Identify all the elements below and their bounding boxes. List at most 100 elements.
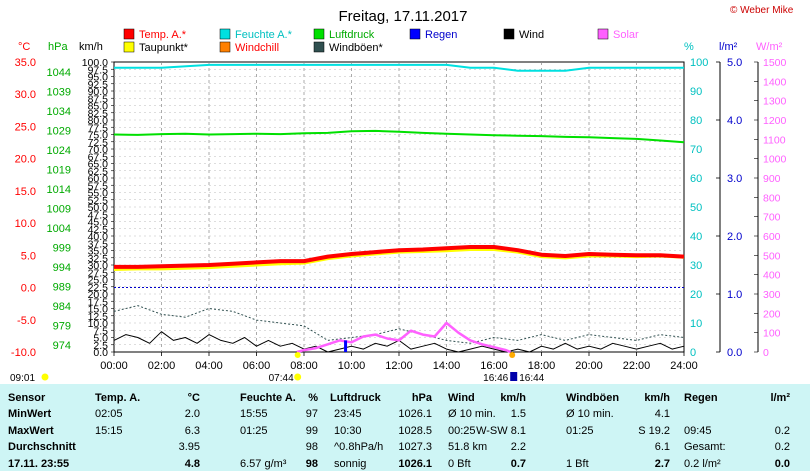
table-cell: 1.5 xyxy=(510,408,526,420)
table-row-label: Durchschnitt xyxy=(8,441,76,453)
time-tick-label: 14:00 xyxy=(433,360,461,372)
wind-tick-label: 70.0 xyxy=(88,144,109,156)
solar-tick-label: 1100 xyxy=(763,134,786,146)
solar-tick-label: 0 xyxy=(763,347,769,359)
table-cell: 01:25 xyxy=(240,424,268,437)
table-header: Regen xyxy=(684,392,718,404)
table-header: °C xyxy=(187,392,200,404)
table-cell: 1 Bft xyxy=(566,457,589,470)
table-cell: 6.1 xyxy=(654,441,670,453)
table-cell: 0.0 xyxy=(774,457,790,470)
pressure-tick-label: 979 xyxy=(53,321,71,333)
wind-tick-label: 2.5 xyxy=(93,340,108,352)
table-cell: 6.57 g/m³ xyxy=(240,457,287,470)
humidity-tick-label: 70 xyxy=(690,144,702,156)
wind-tick-label: 72.5 xyxy=(88,137,109,149)
wind-tick-label: 20.0 xyxy=(88,289,109,301)
rain-tick-label: 4.0 xyxy=(727,115,742,127)
solar-tick-label: 1400 xyxy=(763,76,787,88)
sun-icon xyxy=(294,373,302,381)
table-header: Feuchte A. xyxy=(240,392,296,404)
table-cell: 1026.1 xyxy=(398,457,432,470)
sunrise-marker xyxy=(294,352,301,358)
sunset-icon xyxy=(510,372,518,381)
wind-tick-label: 15.0 xyxy=(88,304,109,316)
table-cell: 4.8 xyxy=(184,457,200,470)
rain-tick-label: 3.0 xyxy=(727,173,742,185)
table-header: Luftdruck xyxy=(330,392,381,404)
humidity-tick-label: 20 xyxy=(690,289,702,301)
table-cell: 99 xyxy=(305,424,318,437)
pressure-tick-label: 1034 xyxy=(47,106,71,118)
pressure-tick-label: 1009 xyxy=(47,204,71,216)
table-cell: Gesamt: xyxy=(684,441,726,453)
temp-tick-label: 35.0 xyxy=(15,57,36,69)
stats-table: Sensor Temp. A. °C Feuchte A.% Luftdruck hPa W… xyxy=(0,384,810,471)
wind-tick-label: 97.5 xyxy=(88,64,109,76)
solar-tick-label: 100 xyxy=(763,328,781,340)
solar-line xyxy=(296,321,512,354)
table-cell: 97 xyxy=(305,408,318,420)
table-cell: sonnig xyxy=(334,457,367,470)
table-header: km/h xyxy=(644,392,670,404)
temp-tick-label: 0.0 xyxy=(21,283,36,295)
wind-tick-label: 65.0 xyxy=(88,159,109,171)
wind-tick-label: 5.0 xyxy=(93,333,108,345)
humidity-tick-label: 0 xyxy=(690,347,696,359)
wind-tick-label: 27.5 xyxy=(88,267,109,279)
wind-unit-label: km/h xyxy=(79,41,103,53)
table-header: Wind xyxy=(448,392,475,404)
table-cell: 4.1 xyxy=(654,408,670,420)
credit-text: © Weber Mike xyxy=(730,5,794,16)
table-cell: 02:05 xyxy=(95,408,123,420)
pressure-tick-label: 1019 xyxy=(47,165,71,177)
wind-tick-label: 90.0 xyxy=(88,86,109,98)
table-header: l/m² xyxy=(770,392,790,404)
humidity-tick-label: 60 xyxy=(690,173,702,185)
time-tick-label: 24:00 xyxy=(670,360,698,372)
legend-label: Windböen* xyxy=(329,42,384,54)
table-cell: 0 Bft xyxy=(448,457,471,470)
wind-tick-label: 0.0 xyxy=(93,347,108,359)
wind-tick-label: 77.5 xyxy=(88,122,109,134)
table-header: Sensor xyxy=(8,392,46,404)
legend-swatch xyxy=(219,28,231,40)
axis-ticks: 35.0 30.0 25.0 20.0 15.0 10.0 5.0 0.0 -5.0 -10.0 1… xyxy=(11,57,787,372)
table-cell: 2.7 xyxy=(654,457,670,470)
rain-unit-label: l/m² xyxy=(719,41,738,53)
wind-tick-label: 47.5 xyxy=(88,209,109,221)
time-tick-label: 20:00 xyxy=(575,360,603,372)
wind-tick-label: 75.0 xyxy=(88,130,109,142)
solar-tick-label: 1200 xyxy=(763,115,787,127)
wind-tick-label: 50.0 xyxy=(88,202,109,214)
table-cell: 98 xyxy=(305,441,318,453)
series-layer xyxy=(113,63,685,354)
time-tick-label: 22:00 xyxy=(623,360,651,372)
humidity-tick-label: 100 xyxy=(690,57,708,69)
legend-swatch xyxy=(313,28,325,40)
table-cell: 0.7 xyxy=(510,457,526,470)
table-cell: 10:30 xyxy=(334,424,362,437)
temp-tick-label: 5.0 xyxy=(21,250,36,262)
solar-tick-label: 300 xyxy=(763,289,781,301)
legend-swatch xyxy=(219,41,231,53)
table-row-label: 17.11. 23:55 xyxy=(8,457,70,470)
legend: Temp. A.* Feuchte A.* Luftdruck Regen Wind So… xyxy=(123,28,639,54)
table-cell: 0.2 xyxy=(774,424,790,437)
table-cell: 6.3 xyxy=(184,424,200,437)
wind-tick-label: 95.0 xyxy=(88,72,109,84)
sunset-time: 16:46 xyxy=(483,373,508,384)
table-cell: 51.8 km xyxy=(448,441,488,453)
table-cell: 23:45 xyxy=(334,408,362,420)
wind-tick-label: 37.5 xyxy=(88,238,109,250)
wind-tick-label: 80.0 xyxy=(88,115,109,127)
sunset-marker xyxy=(509,352,516,358)
pressure-tick-label: 1004 xyxy=(47,223,71,235)
table-row-label: MinWert xyxy=(8,408,52,420)
legend-swatch xyxy=(313,41,325,53)
table-cell: 0.2 l/m² xyxy=(684,457,721,470)
rain-bar xyxy=(344,340,348,352)
time-tick-label: 00:00 xyxy=(100,360,128,372)
pressure-unit-label: hPa xyxy=(48,41,68,53)
wind-tick-label: 17.5 xyxy=(88,296,109,308)
